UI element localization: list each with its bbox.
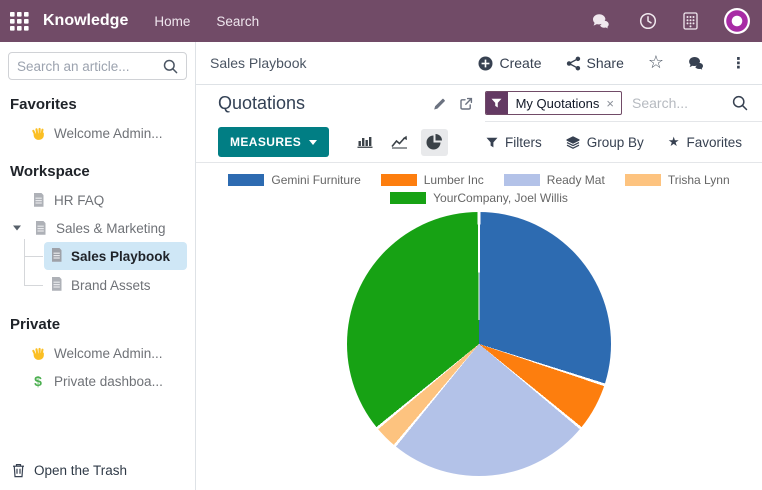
breadcrumb[interactable]: Sales Playbook — [210, 55, 307, 71]
measures-button[interactable]: MEASURES — [218, 127, 330, 157]
keypad-icon[interactable] — [683, 12, 698, 30]
filters-button[interactable]: Filters — [486, 135, 542, 150]
trash-icon — [12, 463, 25, 478]
open-trash-label: Open the Trash — [34, 463, 128, 478]
section-private: Private — [10, 316, 61, 333]
messages-icon[interactable] — [592, 13, 613, 30]
chevron-down-icon[interactable] — [10, 225, 24, 231]
main-content: Sales Playbook Create Share ☆ — [196, 42, 762, 490]
article-search[interactable] — [8, 52, 187, 80]
create-button[interactable]: Create — [478, 55, 542, 71]
sidebar-item-hr-faq[interactable]: HR FAQ — [8, 186, 187, 214]
activities-clock-icon[interactable] — [639, 12, 657, 30]
share-icon — [566, 56, 581, 71]
pie-chart[interactable] — [347, 212, 611, 476]
section-workspace: Workspace — [10, 163, 90, 180]
bar-chart-button[interactable] — [351, 129, 378, 156]
user-avatar[interactable] — [724, 8, 750, 34]
waving-hand-icon — [30, 126, 46, 141]
filters-label: Filters — [505, 134, 542, 150]
legend-label: Lumber Inc — [423, 173, 484, 187]
star-icon: ★ — [667, 134, 680, 150]
section-favorites: Favorites — [10, 96, 77, 113]
sidebar-item-private-dashboard[interactable]: $ Private dashboa... — [8, 367, 187, 395]
document-icon — [50, 275, 63, 294]
group-by-label: Group By — [586, 134, 644, 150]
apps-grid-icon[interactable] — [10, 11, 29, 31]
chevron-down-icon — [309, 139, 318, 145]
article-label: HR FAQ — [54, 192, 105, 208]
legend-item-yourcompany-joel-willis[interactable]: YourCompany, Joel Willis — [390, 191, 568, 205]
legend-swatch — [624, 174, 661, 186]
breadcrumb-bar: Sales Playbook Create Share ☆ — [196, 42, 762, 85]
legend-item-lumber-inc[interactable]: Lumber Inc — [380, 173, 484, 187]
dollar-icon: $ — [34, 373, 42, 389]
menu-home[interactable]: Home — [154, 13, 191, 29]
sidebar-item-brand-assets[interactable]: Brand Assets — [24, 271, 187, 299]
facet-label: My Quotations — [515, 95, 600, 111]
app-name[interactable]: Knowledge — [43, 12, 129, 29]
legend-label: Ready Mat — [546, 173, 605, 187]
legend-label: Gemini Furniture — [271, 173, 361, 187]
kebab-menu-icon[interactable]: ⋮ — [731, 54, 746, 72]
favorites-button[interactable]: ★ Favorites — [668, 135, 742, 150]
funnel-icon — [485, 92, 508, 114]
chart-control-panel: MEASURES Filters — [196, 122, 762, 163]
group-by-button[interactable]: Group By — [566, 135, 644, 150]
legend-item-gemini-furniture[interactable]: Gemini Furniture — [228, 173, 361, 187]
line-chart-button[interactable] — [386, 129, 413, 156]
legend-swatch — [380, 174, 417, 186]
favorites-label: Favorites — [686, 134, 742, 150]
open-trash-button[interactable]: Open the Trash — [8, 459, 187, 480]
article-search-input[interactable] — [17, 58, 163, 74]
sidebar-item-sales-marketing[interactable]: Sales & Marketing — [8, 214, 187, 242]
create-label: Create — [499, 55, 542, 71]
legend-item-ready-mat[interactable]: Ready Mat — [503, 173, 605, 187]
menu-search[interactable]: Search — [216, 13, 260, 29]
article-label: Sales Playbook — [71, 248, 171, 264]
legend-swatch — [390, 192, 427, 204]
chatter-icon[interactable] — [688, 56, 707, 71]
edit-pencil-icon[interactable] — [432, 97, 446, 111]
view-search-input[interactable] — [632, 95, 728, 111]
sidebar-item-welcome-favorites[interactable]: Welcome Admin... — [8, 119, 187, 147]
facet-remove-icon[interactable]: × — [606, 95, 614, 111]
share-label: Share — [586, 55, 624, 71]
measures-label: MEASURES — [230, 135, 302, 149]
legend-swatch — [228, 174, 265, 186]
legend-swatch — [503, 174, 540, 186]
funnel-icon — [486, 137, 498, 147]
share-button[interactable]: Share — [566, 55, 624, 71]
favorite-star-icon[interactable]: ☆ — [647, 52, 664, 73]
sidebar: Favorites Welcome Admin... Workspace HR … — [0, 42, 196, 490]
pie-chart-button[interactable] — [421, 128, 449, 156]
article-label: Welcome Admin... — [54, 345, 163, 361]
document-icon — [50, 246, 63, 265]
external-link-icon[interactable] — [459, 97, 473, 111]
circle-plus-icon — [478, 56, 493, 71]
legend-label: Trisha Lynn — [667, 173, 730, 187]
article-label: Sales & Marketing — [56, 220, 166, 236]
filter-facet[interactable]: My Quotations × — [484, 91, 622, 115]
waving-hand-icon — [30, 346, 46, 361]
chart-legend-row-2: YourCompany, Joel Willis — [196, 191, 762, 205]
sidebar-item-welcome-private[interactable]: Welcome Admin... — [8, 339, 187, 367]
embedded-view-header: Quotations My Quotations × — [196, 85, 762, 122]
chart-legend-row-1: Gemini Furniture Lumber Inc Ready Mat Tr… — [196, 173, 762, 187]
legend-label: YourCompany, Joel Willis — [433, 191, 568, 205]
document-icon — [30, 193, 46, 207]
top-navbar: Knowledge Home Search — [0, 0, 762, 42]
layers-icon — [566, 135, 580, 149]
article-label: Brand Assets — [71, 277, 151, 293]
search-icon[interactable] — [163, 59, 178, 74]
search-icon[interactable] — [732, 95, 748, 111]
article-label: Welcome Admin... — [54, 125, 163, 141]
view-title: Quotations — [218, 93, 306, 113]
article-children: Sales Playbook Brand Assets — [18, 239, 187, 300]
article-label: Private dashboa... — [54, 373, 163, 389]
search-panel: My Quotations × — [484, 85, 762, 122]
document-icon — [32, 221, 48, 235]
sidebar-item-sales-playbook[interactable]: Sales Playbook — [24, 242, 187, 270]
legend-item-trisha-lynn[interactable]: Trisha Lynn — [624, 173, 730, 187]
